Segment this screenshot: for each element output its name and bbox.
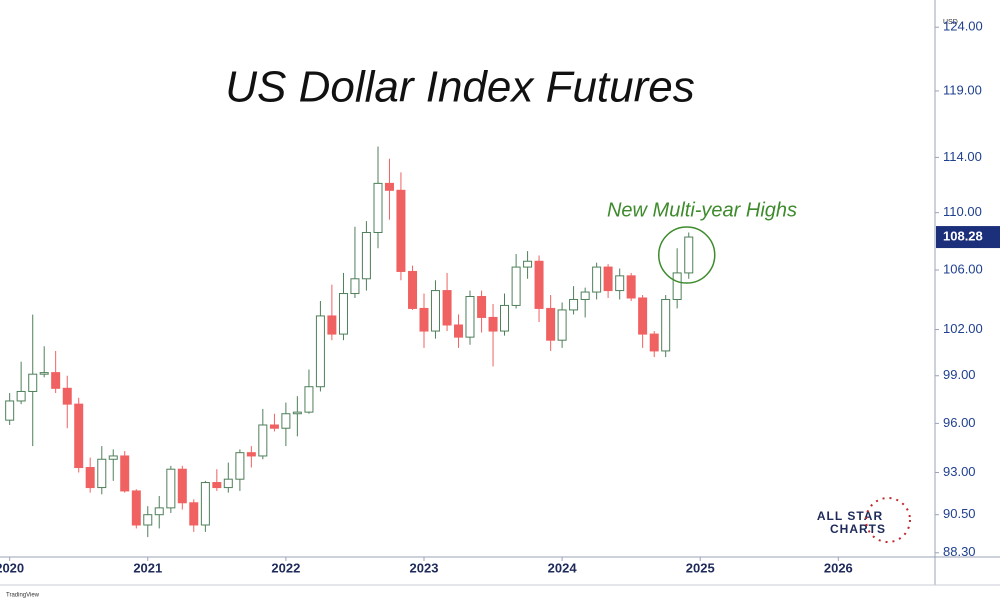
- candle-body: [569, 298, 579, 311]
- candle-body: [143, 514, 153, 526]
- candle-body: [154, 507, 164, 516]
- candle-body: [108, 455, 118, 460]
- candle-body: [39, 372, 49, 375]
- y-tick-label: 124.00: [943, 19, 983, 34]
- highlight-circle: [658, 226, 716, 284]
- candle-body: [235, 452, 245, 480]
- candle-body: [189, 502, 199, 526]
- candle-body: [131, 490, 141, 526]
- candle-body: [373, 182, 383, 233]
- candle-body: [477, 296, 487, 318]
- last-price-label: 108.28: [943, 228, 983, 243]
- candle-body: [350, 278, 360, 295]
- candle-body: [292, 411, 302, 415]
- candle-body: [85, 467, 95, 489]
- candle-body: [580, 291, 590, 300]
- candle-body: [638, 297, 648, 335]
- candle-body: [672, 272, 682, 300]
- y-tick-label: 102.00: [943, 321, 983, 336]
- candle-body: [166, 468, 176, 509]
- watermark-line: CHARTS: [830, 522, 886, 536]
- watermark-ring: [865, 497, 911, 543]
- candle-body: [430, 290, 440, 332]
- candle-body: [615, 275, 625, 292]
- candle-body: [74, 403, 84, 469]
- candle-body: [488, 316, 498, 332]
- candle-body: [212, 482, 222, 489]
- candle-body: [442, 290, 452, 326]
- candle-body: [315, 315, 325, 388]
- last-price-box: [936, 226, 1000, 249]
- candle-body: [465, 296, 475, 338]
- candle-body: [62, 387, 72, 405]
- candle-body: [258, 424, 268, 457]
- candle-body: [592, 266, 602, 293]
- x-tick-label: 2023: [410, 560, 439, 575]
- candle-body: [28, 373, 38, 392]
- y-tick-label: 99.00: [943, 367, 976, 382]
- candle-body: [523, 260, 533, 268]
- candle-body: [684, 236, 694, 274]
- candle-body: [361, 231, 371, 280]
- x-tick-label: 2021: [133, 560, 162, 575]
- watermark-line: ALL STAR: [817, 509, 883, 523]
- x-tick-label: 2025: [686, 560, 715, 575]
- annotation: New Multi-year Highs: [607, 199, 797, 221]
- y-tick-label: 96.00: [943, 415, 976, 430]
- candle-body: [500, 304, 510, 332]
- x-tick-label: 2022: [271, 560, 300, 575]
- candle-body: [5, 400, 15, 421]
- currency-label: USD: [943, 19, 958, 26]
- candle-body: [338, 293, 348, 335]
- branding: TradingView: [6, 593, 40, 599]
- candle-body: [511, 266, 521, 306]
- candle-body: [534, 260, 544, 309]
- y-tick-label: 93.00: [943, 464, 976, 479]
- candle-body: [408, 270, 418, 309]
- candle-body: [396, 189, 406, 272]
- candle-body: [454, 324, 464, 338]
- candle-body: [304, 386, 314, 413]
- y-tick-label: 106.00: [943, 261, 983, 276]
- candle-body: [419, 307, 429, 332]
- candle-body: [97, 458, 107, 489]
- candle-body: [546, 307, 556, 341]
- candle-body: [269, 424, 279, 429]
- candle-body: [557, 309, 567, 341]
- candle-body: [626, 275, 636, 299]
- candle-body: [120, 455, 130, 492]
- candle-body: [661, 298, 671, 352]
- candle-body: [384, 182, 394, 191]
- x-tick-label: 2024: [548, 560, 578, 575]
- y-tick-label: 119.00: [943, 82, 982, 97]
- y-tick-label: 110.00: [943, 204, 982, 219]
- chart-title: US Dollar Index Futures: [225, 63, 695, 112]
- candle-body: [51, 372, 61, 389]
- candle-body: [603, 266, 613, 292]
- x-tick-label: 2026: [824, 560, 853, 575]
- candle-body: [177, 468, 187, 504]
- candle-body: [223, 478, 233, 489]
- candle-body: [649, 333, 659, 352]
- y-tick-label: 88.30: [943, 544, 976, 559]
- candle-body: [246, 452, 256, 457]
- y-tick-label: 90.50: [943, 506, 976, 521]
- candle-body: [16, 390, 26, 402]
- plot-area: [5, 146, 694, 538]
- candle-body: [281, 413, 291, 429]
- candle-body: [200, 482, 210, 526]
- y-tick-label: 114.00: [943, 149, 982, 164]
- candle-body: [327, 315, 337, 335]
